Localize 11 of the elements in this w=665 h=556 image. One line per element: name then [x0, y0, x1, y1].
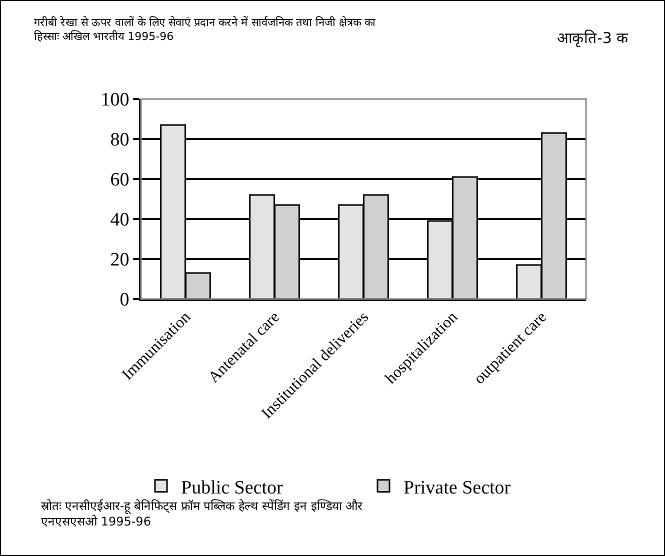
y-tick-label: 40: [110, 210, 130, 231]
text: स्रोतः एनसीएईआर-हू बेनिफिट्स फ्रॉम पब्लिक हेल्थ स्पेंडिंग इन इण्डिया और एनएसएसओ 1995-96: [41, 499, 364, 529]
y-tick-label: 100: [100, 90, 130, 111]
y-tick-label: 80: [110, 130, 130, 151]
y-tick-label: 20: [110, 250, 130, 271]
legend-label: Private Sector: [404, 477, 512, 498]
legend-label: Public Sector: [181, 477, 284, 498]
text: आकृति-3 क: [557, 29, 629, 48]
chart-title: गरीबी रेखा से ऊपर वालों के लिए सेवाएं प्रदान करने में सार्वजनिक तथा निजी क्षेत्रक का हिस्साः अखिल भारतीय 1995-96: [34, 16, 376, 44]
y-tick-label: 0: [120, 290, 130, 311]
y-tick-label: 60: [110, 170, 130, 191]
